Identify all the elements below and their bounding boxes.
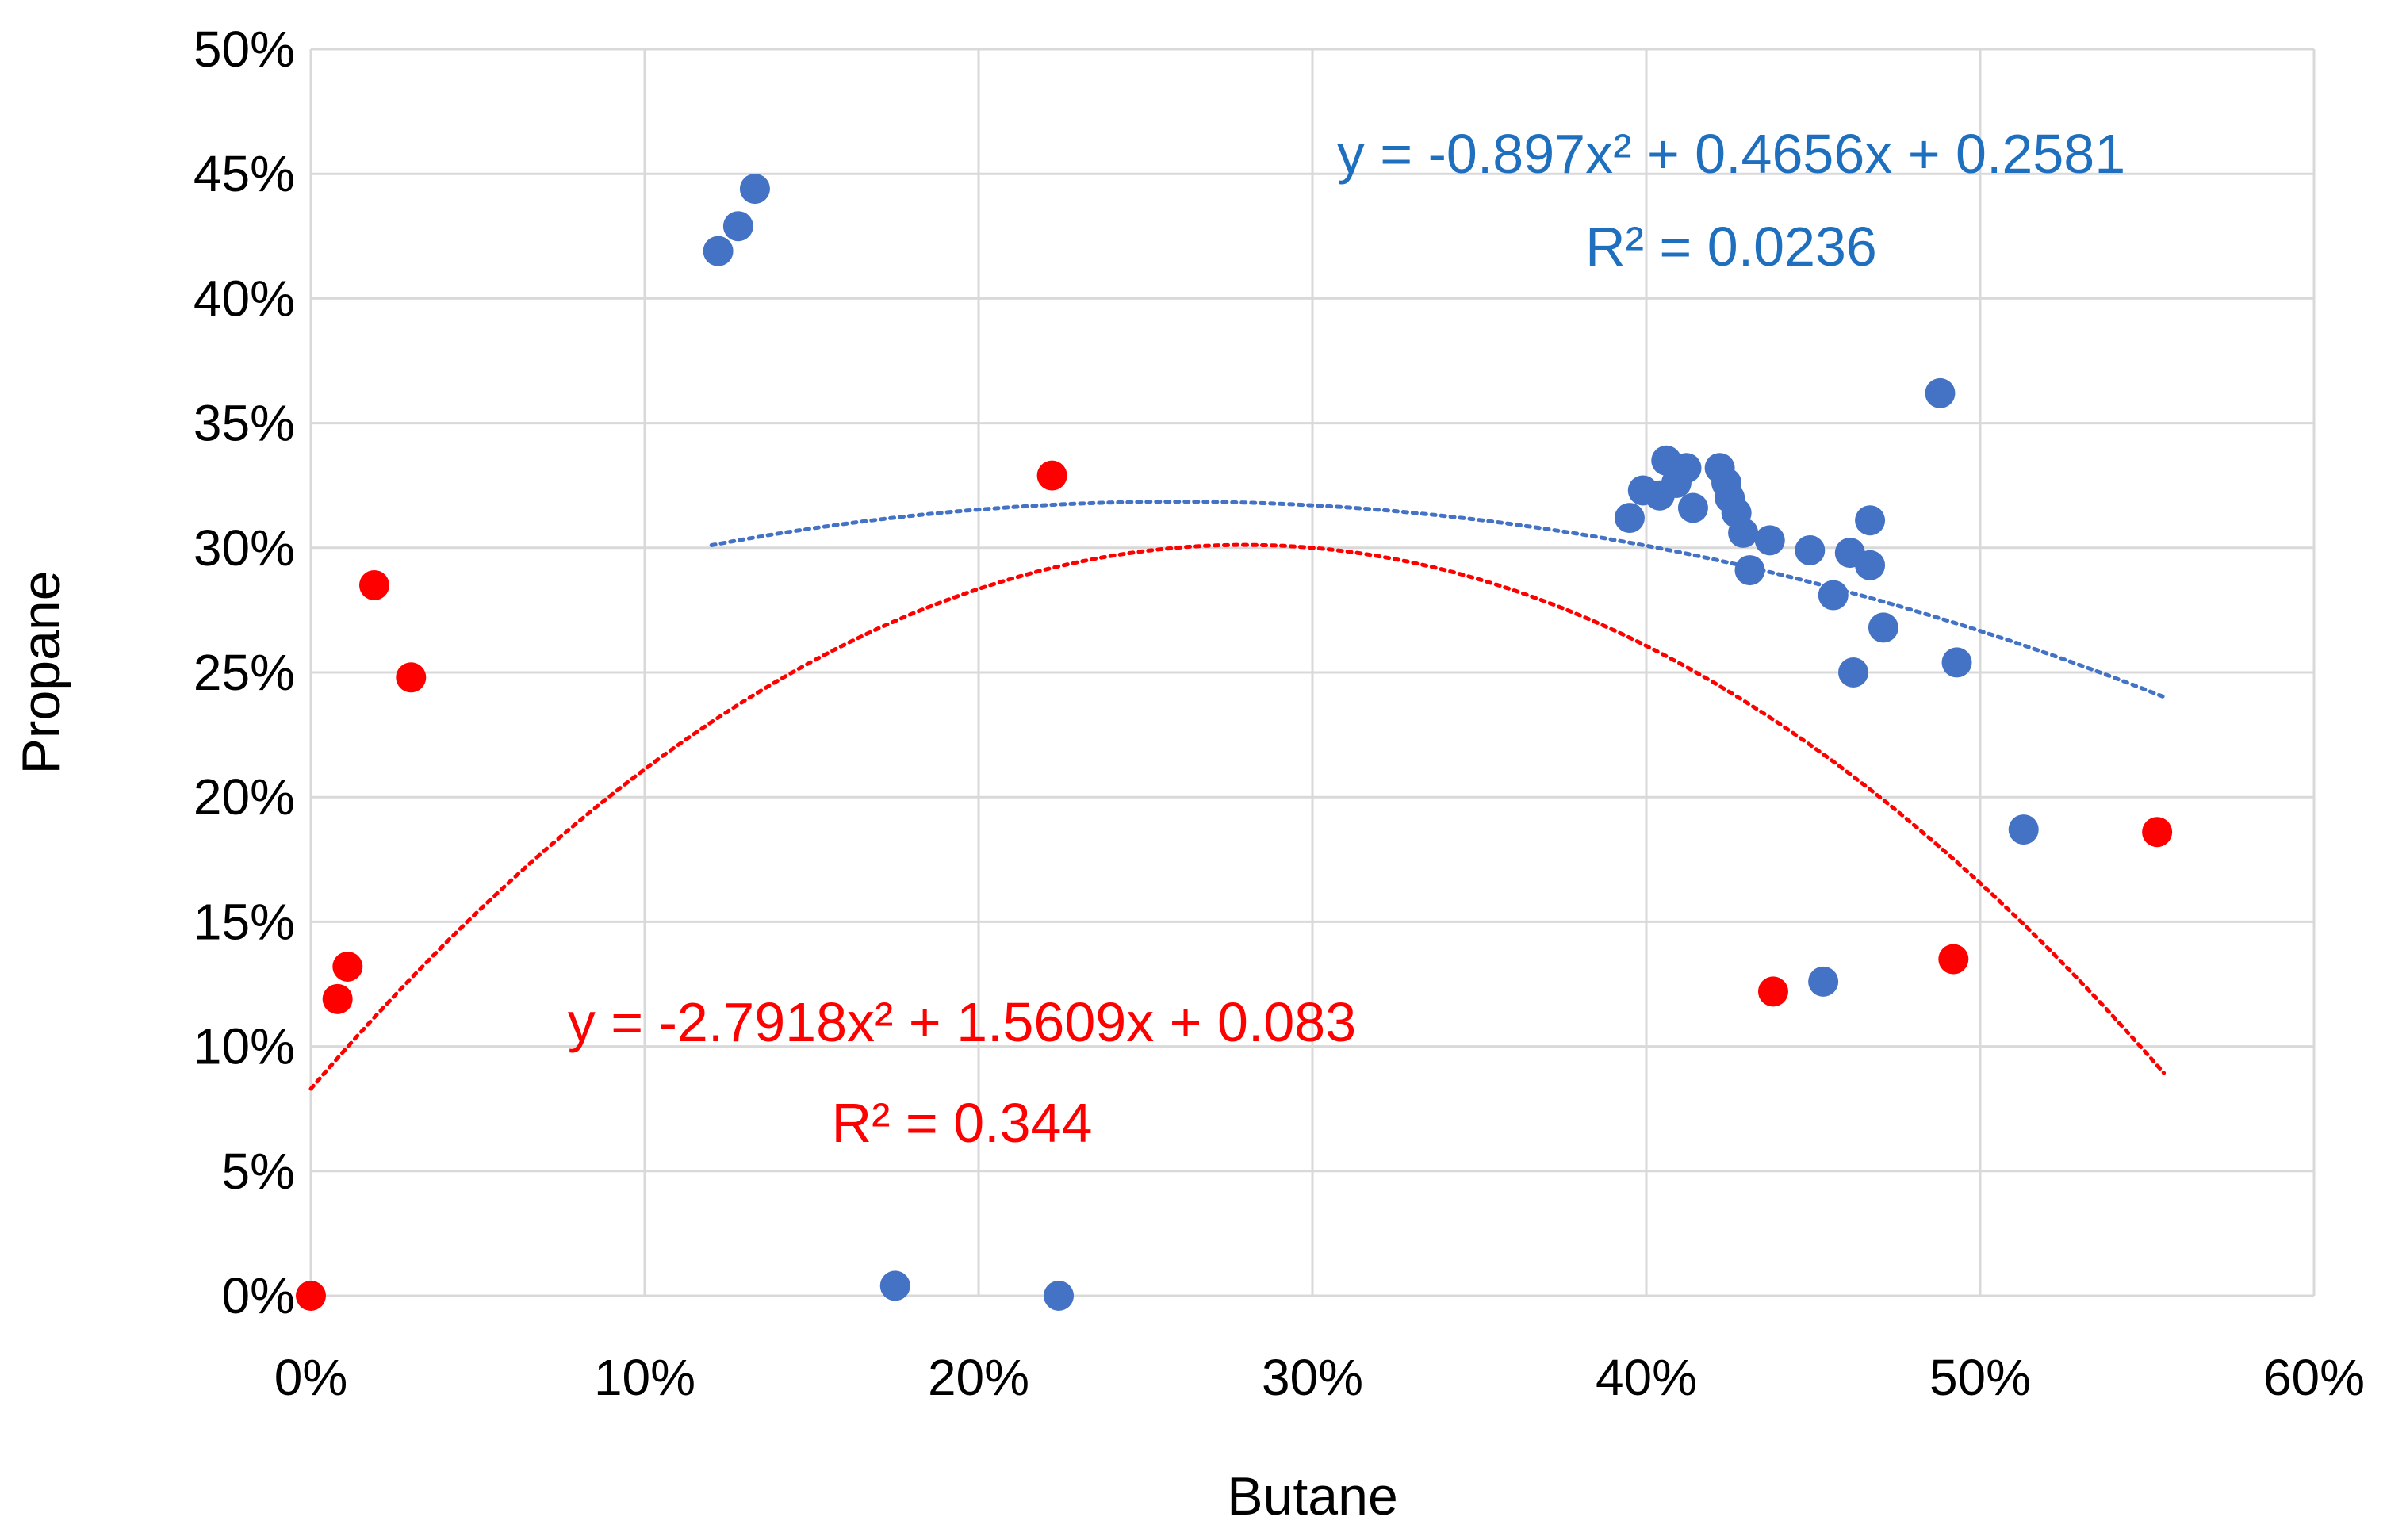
blue-point xyxy=(2008,814,2039,845)
blue-point xyxy=(1728,517,1759,548)
gridlines xyxy=(309,48,2316,1297)
blue-trendline xyxy=(709,500,2166,699)
red-point xyxy=(1036,460,1067,491)
y-tick-label: 15% xyxy=(193,893,295,950)
red-trendline-equation: y = -2.7918x² + 1.5609x + 0.083 xyxy=(568,991,1356,1053)
blue-point xyxy=(1818,580,1849,611)
y-axis-title: Propane xyxy=(11,570,71,774)
blue-point xyxy=(739,174,770,205)
x-axis-title: Butane xyxy=(1227,1466,1398,1527)
blue-point xyxy=(1808,966,1839,997)
y-tick-label: 30% xyxy=(193,519,295,577)
blue-point xyxy=(703,236,734,266)
y-tick-label: 35% xyxy=(193,395,295,452)
blue-point xyxy=(722,211,753,242)
data-points xyxy=(296,174,2173,1311)
blue-trendline-r2: R² = 0.0236 xyxy=(1585,216,1877,278)
x-tick-label: 20% xyxy=(928,1349,1029,1406)
y-tick-label: 45% xyxy=(193,145,295,202)
blue-trendline-equation: y = -0.897x² + 0.4656x + 0.2581 xyxy=(1337,123,2125,185)
y-tick-label: 0% xyxy=(222,1267,296,1324)
y-tick-label: 25% xyxy=(193,644,295,701)
blue-point xyxy=(1941,647,1972,678)
trendlines xyxy=(308,500,2167,1091)
x-tick-label: 30% xyxy=(1262,1349,1363,1406)
blue-point xyxy=(1855,505,1886,536)
blue-point xyxy=(1868,612,1898,643)
blue-point xyxy=(1734,555,1765,586)
x-tick-label: 40% xyxy=(1596,1349,1697,1406)
red-trendline xyxy=(308,542,2167,1091)
red-point xyxy=(2142,817,2173,848)
blue-point xyxy=(1044,1281,1075,1311)
red-point xyxy=(332,951,363,982)
blue-point xyxy=(1754,525,1785,556)
x-tick-label: 60% xyxy=(2263,1349,2365,1406)
red-point xyxy=(1938,944,1969,975)
red-point xyxy=(296,1281,326,1311)
x-tick-label: 10% xyxy=(594,1349,695,1406)
x-tick-label: 0% xyxy=(274,1349,348,1406)
blue-point xyxy=(1677,492,1708,523)
y-tick-label: 50% xyxy=(193,21,295,78)
y-tick-label: 10% xyxy=(193,1018,295,1075)
x-tick-label: 50% xyxy=(1929,1349,2031,1406)
red-point xyxy=(1757,976,1788,1007)
tick-labels: 0% 5% 10% 15% 20% 25% 30% 35% 40% 45% 50% 0% 10% 20% 3… xyxy=(193,21,2365,1406)
blue-point xyxy=(1925,377,1956,408)
y-tick-label: 20% xyxy=(193,768,295,826)
red-trendline-r2: R² = 0.344 xyxy=(832,1092,1093,1154)
red-point xyxy=(358,569,389,600)
blue-point xyxy=(1614,503,1645,534)
blue-point xyxy=(1855,550,1886,580)
y-tick-label: 5% xyxy=(222,1143,296,1200)
blue-point xyxy=(1795,534,1826,565)
blue-point xyxy=(1671,453,1702,484)
y-tick-label: 40% xyxy=(193,270,295,327)
red-point xyxy=(322,983,353,1014)
blue-point xyxy=(1838,657,1869,688)
blue-point xyxy=(879,1270,910,1301)
red-point xyxy=(396,662,427,693)
